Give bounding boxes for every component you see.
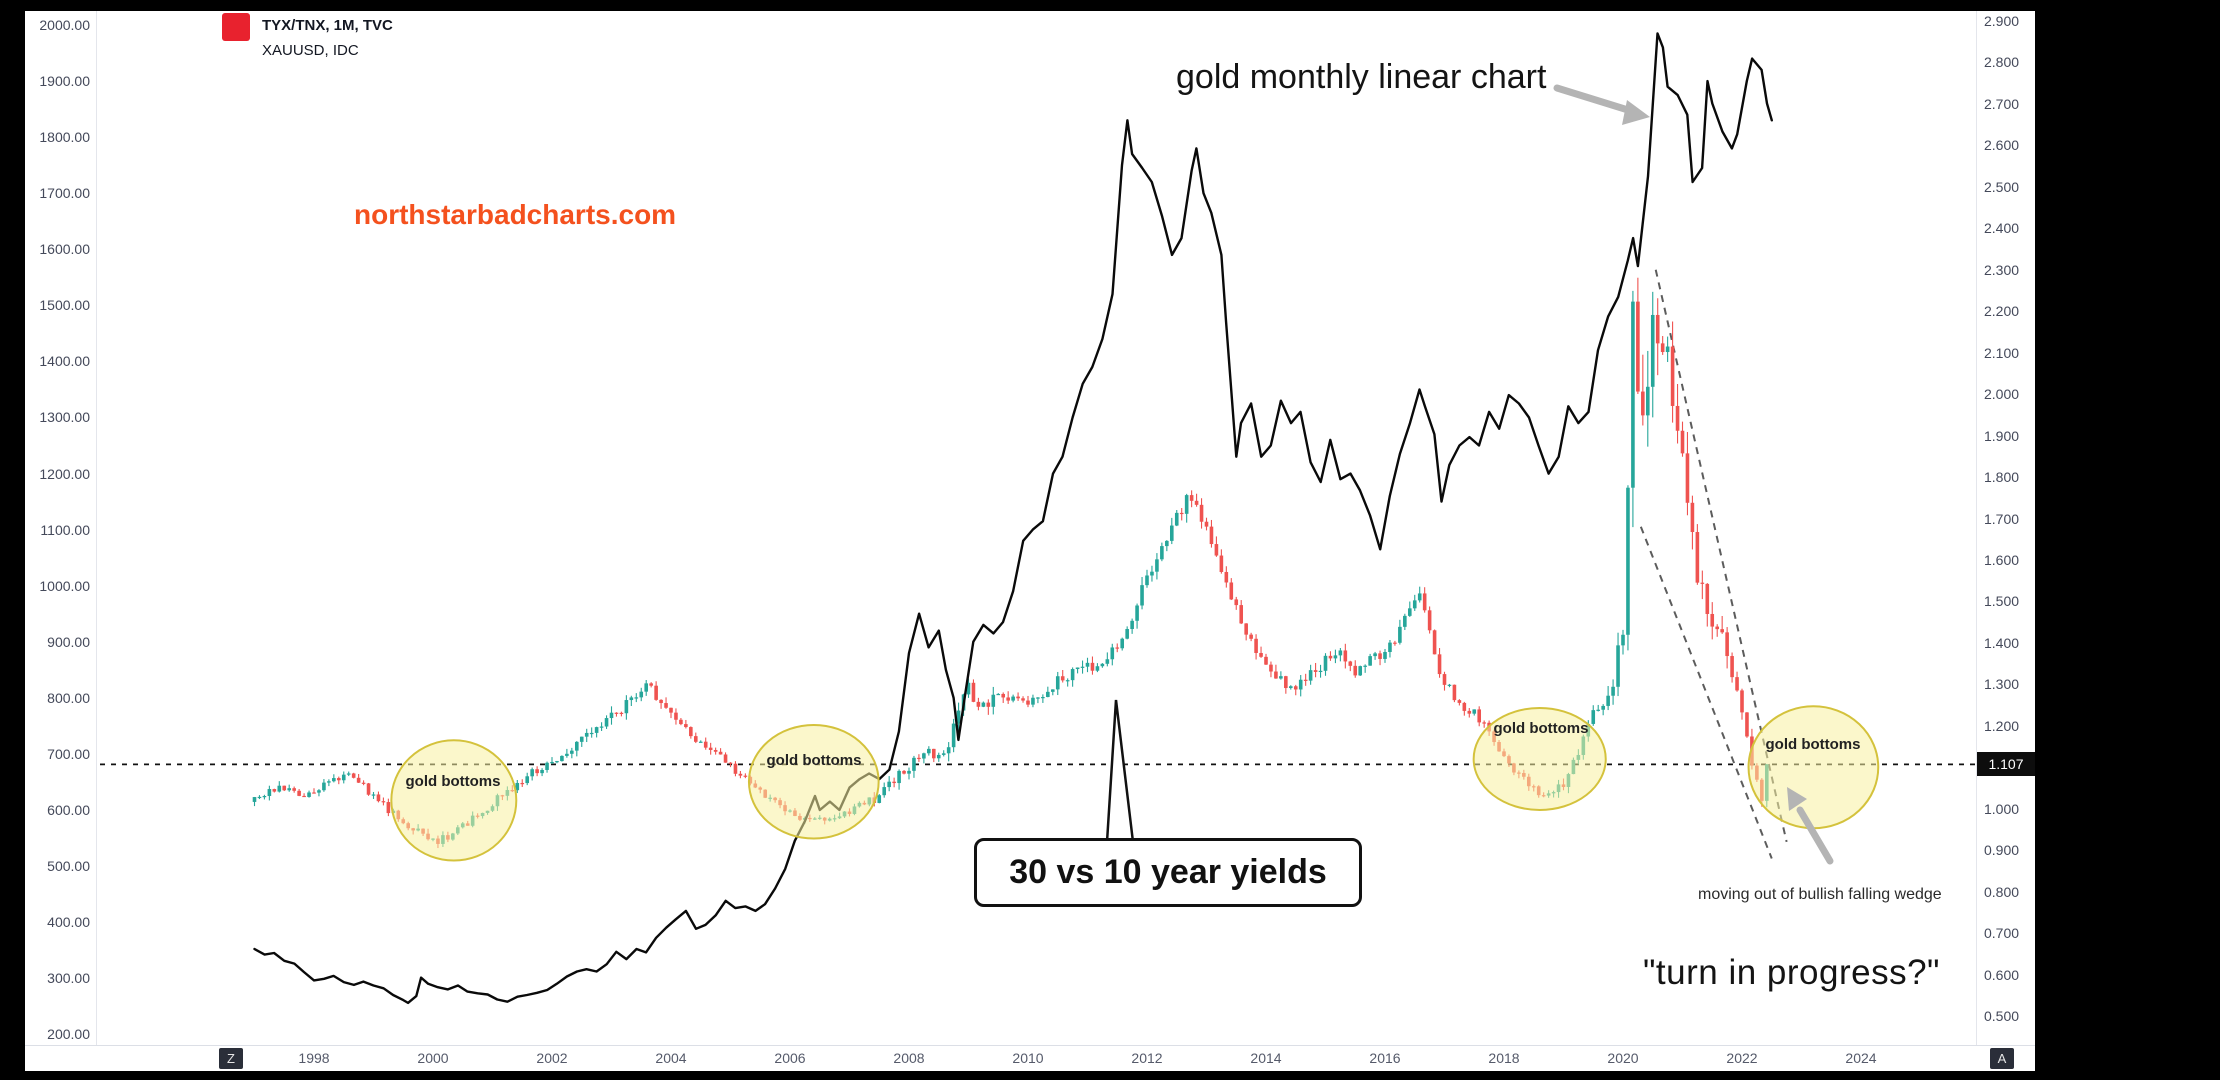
left-axis-tick: 1900.00: [39, 73, 90, 90]
left-axis-tick: 1600.00: [39, 241, 90, 258]
time-axis-tick: 2010: [1012, 1050, 1044, 1066]
left-axis-tick: 900.00: [47, 633, 90, 650]
watermark-text: northstarbadcharts.com: [354, 199, 677, 230]
right-axis-tick: 2.200: [1984, 303, 2020, 320]
time-axis-tick: 2002: [536, 1050, 568, 1066]
time-axis-tick: 2014: [1250, 1050, 1282, 1066]
right-axis-tick: 1.200: [1984, 717, 2020, 734]
gold-bottoms-label-1: gold bottoms: [405, 773, 501, 790]
timezone-button[interactable]: Z: [219, 1048, 243, 1069]
yields-callout-label: 30 vs 10 year yields: [1009, 853, 1327, 891]
symbol-legend-primary[interactable]: TYX/TNX, 1M, TVC: [262, 17, 393, 34]
last-price-tag: 1.107: [1977, 752, 2035, 776]
time-axis-strip[interactable]: [25, 1045, 2035, 1071]
right-axis-tick: 2.800: [1984, 54, 2020, 71]
left-axis-tick: 1100.00: [40, 521, 90, 538]
right-axis-tick: 1.400: [1984, 634, 2020, 651]
symbol-logo-red-square: [222, 13, 250, 41]
left-axis-tick: 800.00: [47, 689, 90, 706]
left-axis-tick: 400.00: [47, 914, 90, 931]
time-axis-tick: 2006: [774, 1050, 806, 1066]
gold-bottoms-label-4: gold bottoms: [1765, 736, 1861, 753]
right-axis-tick: 1.900: [1984, 427, 2020, 444]
right-axis-tick: 0.900: [1984, 842, 2020, 859]
left-axis-tick: 1200.00: [39, 465, 90, 482]
right-axis-tick: 2.000: [1984, 386, 2020, 403]
left-axis-tick: 600.00: [47, 801, 90, 818]
time-axis-tick: 2022: [1726, 1050, 1758, 1066]
left-scale-separator: [96, 11, 97, 1045]
right-axis-tick: 1.800: [1984, 469, 2020, 486]
time-axis-tick: 2008: [893, 1050, 925, 1066]
wedge-note-annotation: moving out of bullish falling wedge: [1698, 886, 1942, 903]
turn-note-annotation: "turn in progress?": [1643, 953, 1940, 992]
left-axis-tick: 200.00: [47, 1026, 90, 1043]
left-axis-tick: 1400.00: [39, 353, 90, 370]
autoscale-button[interactable]: A: [1990, 1048, 2014, 1069]
left-axis-tick: 500.00: [47, 858, 90, 875]
left-axis-tick: 1700.00: [39, 185, 90, 202]
time-axis-tick: 1998: [298, 1050, 330, 1066]
left-axis-tick: 1300.00: [39, 409, 90, 426]
time-axis-tick: 2020: [1607, 1050, 1639, 1066]
time-axis-tick: 2012: [1131, 1050, 1163, 1066]
right-axis-tick: 0.600: [1984, 966, 2020, 983]
left-axis-tick: 2000.00: [39, 17, 90, 33]
symbol-legend-secondary[interactable]: XAUUSD, IDC: [262, 42, 359, 59]
right-axis-tick: 2.400: [1984, 220, 2020, 237]
right-axis-tick: 2.100: [1984, 344, 2020, 361]
time-axis-tick: 2018: [1488, 1050, 1520, 1066]
right-axis-tick: 0.800: [1984, 883, 2020, 900]
time-axis-tick: 2004: [655, 1050, 687, 1066]
chart-panel: [25, 11, 2035, 1071]
right-axis-tick: 1.500: [1984, 593, 2020, 610]
right-axis-tick: 1.000: [1984, 800, 2020, 817]
left-axis-tick: 700.00: [47, 745, 90, 762]
right-axis-tick: 2.700: [1984, 95, 2020, 112]
right-axis-tick: 1.300: [1984, 676, 2020, 693]
right-axis-tick: 2.300: [1984, 261, 2020, 278]
time-axis-tick: 2000: [417, 1050, 449, 1066]
right-scale-separator: [1976, 11, 1977, 1045]
left-axis-tick: 1000.00: [39, 577, 90, 594]
gold-bottoms-label-3: gold bottoms: [1493, 720, 1589, 737]
left-axis-tick: 1500.00: [39, 297, 90, 314]
gold-bottoms-label-2: gold bottoms: [766, 752, 862, 769]
right-axis-tick: 0.500: [1984, 1008, 2020, 1024]
right-axis-tick: 2.600: [1984, 137, 2020, 154]
time-axis-tick: 2024: [1845, 1050, 1877, 1066]
right-axis-tick: 2.500: [1984, 178, 2020, 195]
left-axis-tick: 1800.00: [39, 129, 90, 146]
time-axis-tick: 2016: [1369, 1050, 1401, 1066]
right-axis-tick: 2.900: [1984, 13, 2020, 29]
left-axis-tick: 300.00: [47, 970, 90, 987]
yields-callout-box: 30 vs 10 year yields: [974, 838, 1362, 907]
right-axis-tick: 1.600: [1984, 551, 2020, 568]
right-axis-tick: 1.700: [1984, 510, 2020, 527]
gold-chart-annotation: gold monthly linear chart: [1176, 58, 1547, 96]
right-axis-tick: 0.700: [1984, 925, 2020, 942]
